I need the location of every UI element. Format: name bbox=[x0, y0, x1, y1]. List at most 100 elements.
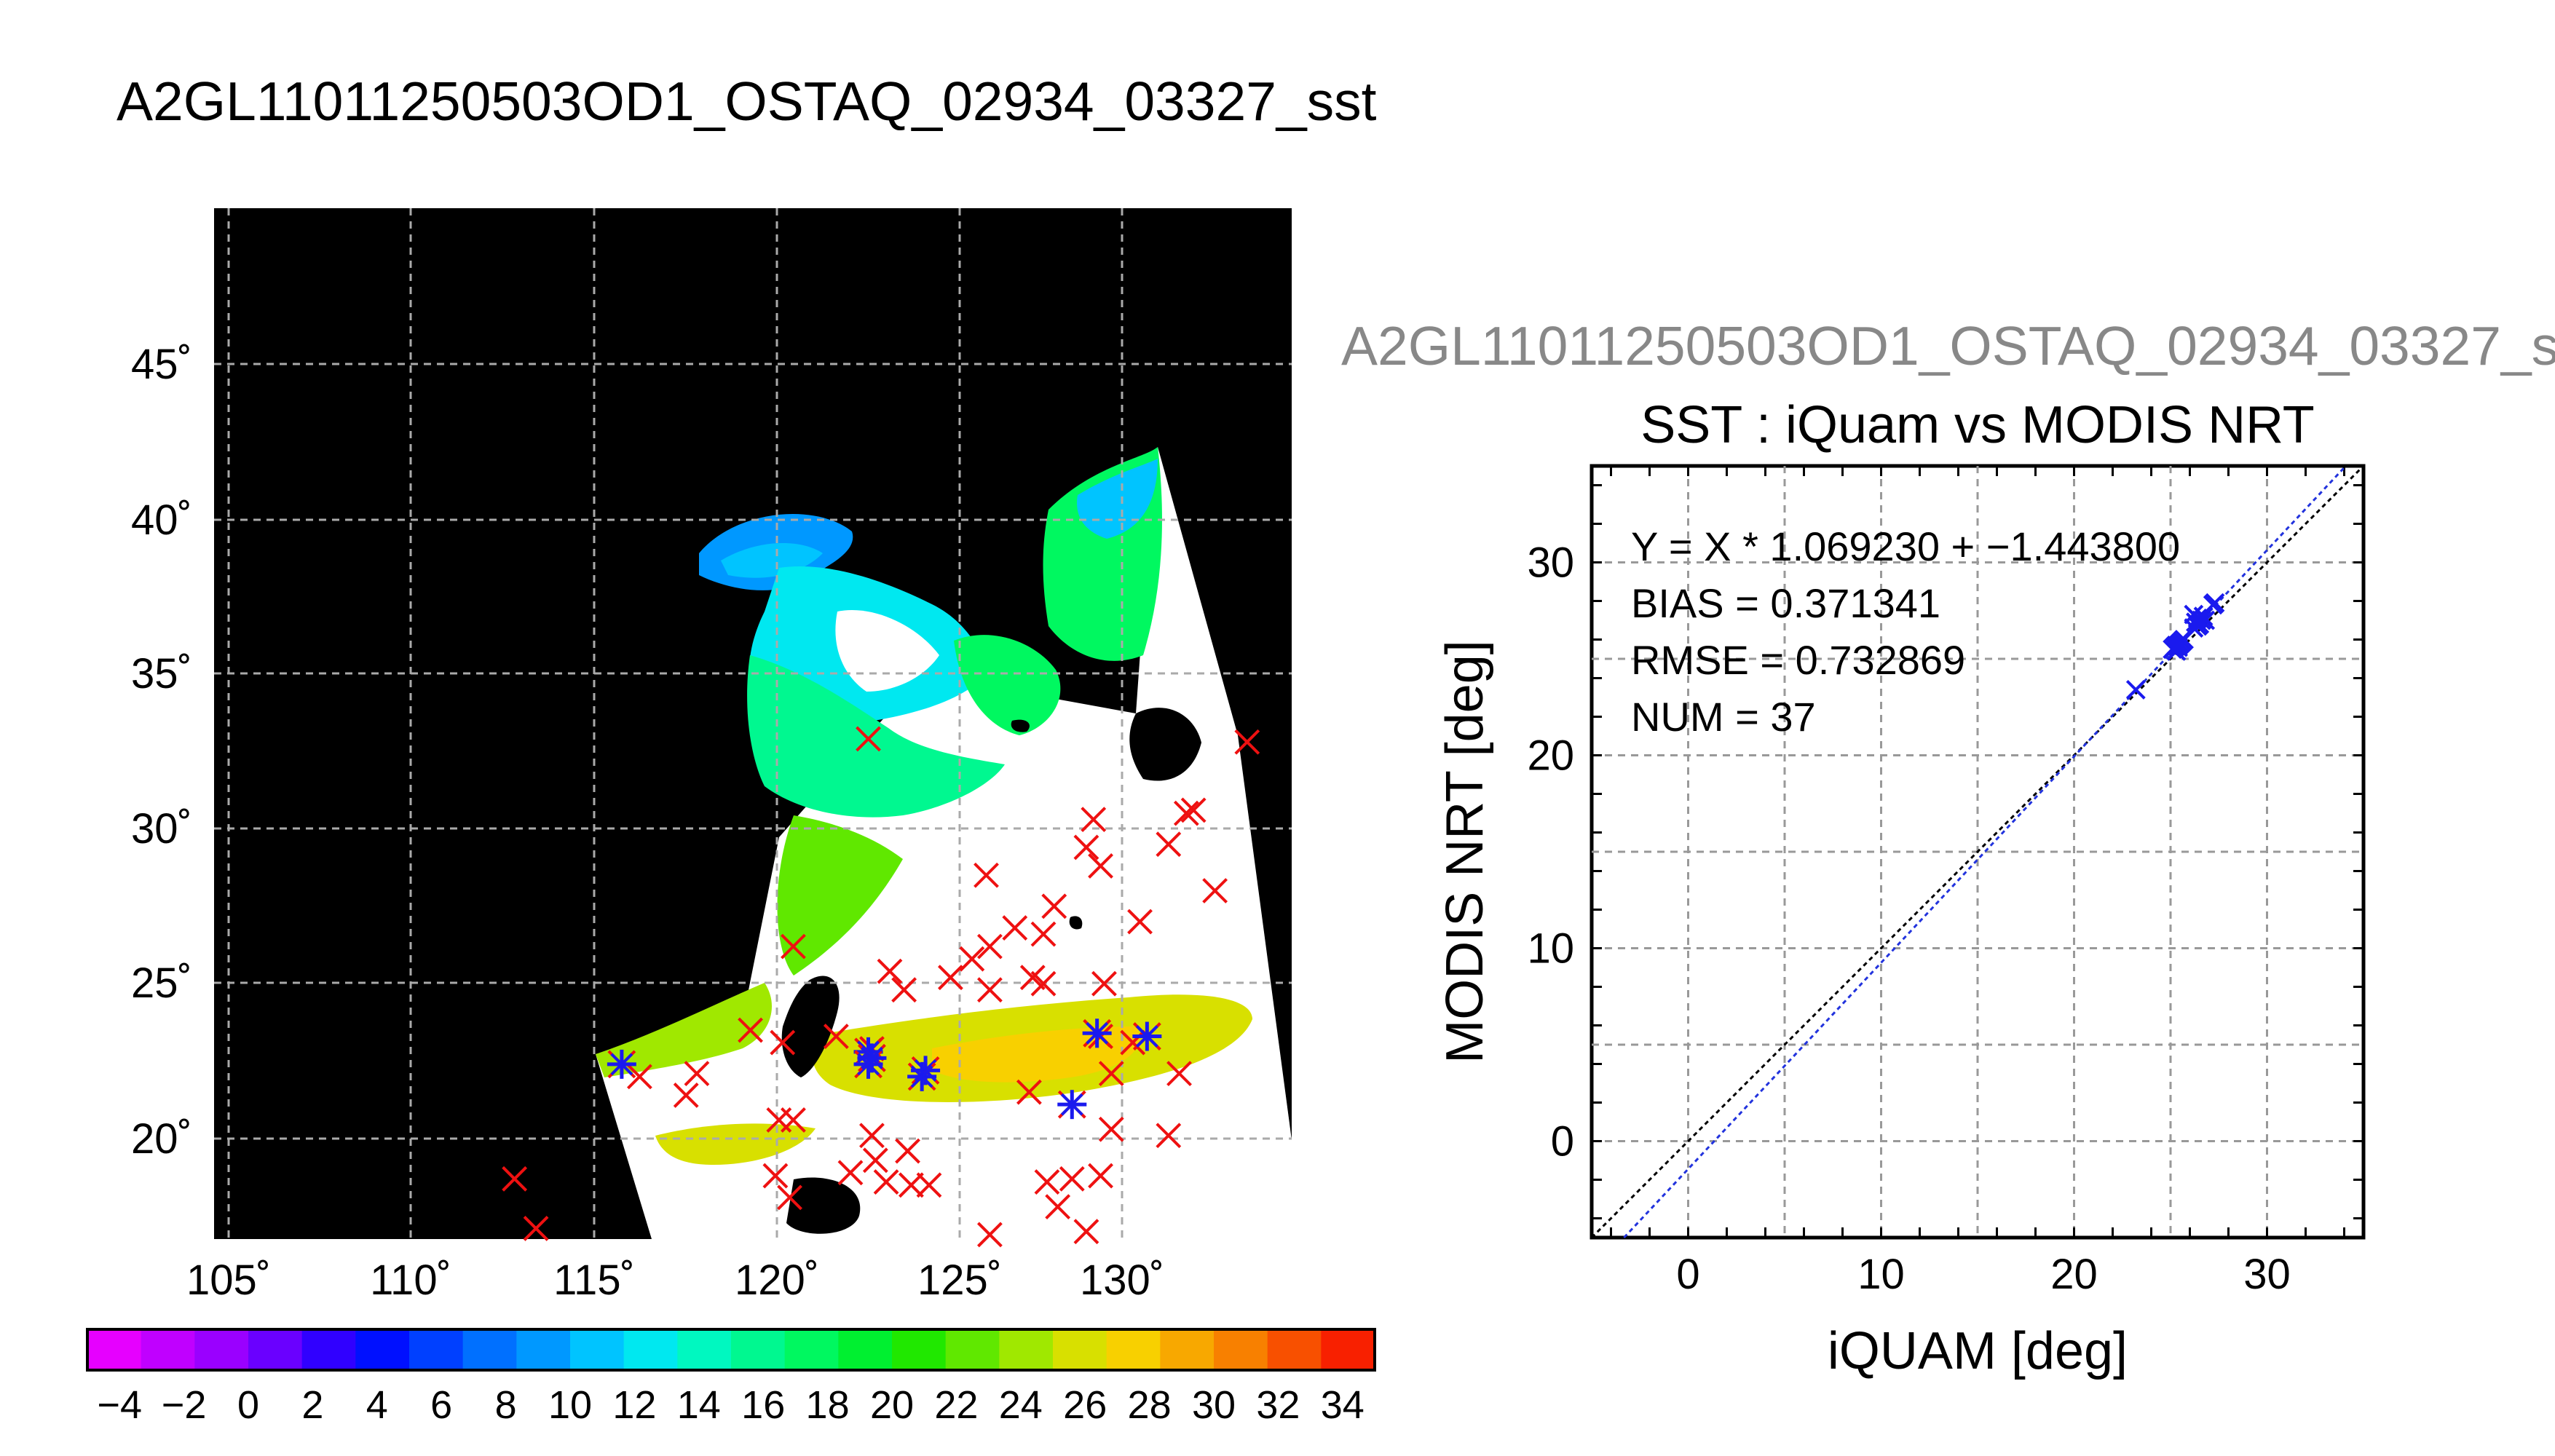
colorbar-tick-label: 14 bbox=[677, 1383, 721, 1427]
scatter-x-tick-label: 30 bbox=[2243, 1251, 2291, 1298]
map-latitude-ticks: 20˚ 25˚ 30˚ 35˚ 40˚ 45˚ bbox=[131, 341, 192, 1163]
longitude-tick-label: 105˚ bbox=[186, 1257, 271, 1304]
sst-jiangsu-coast bbox=[747, 655, 1005, 818]
longitude-tick-label: 115˚ bbox=[553, 1257, 635, 1304]
iquam-marker bbox=[781, 933, 806, 960]
iquam-marker bbox=[684, 1061, 710, 1087]
scatter-y-tick-label: 20 bbox=[1527, 732, 1574, 780]
scatter-points bbox=[2125, 593, 2225, 700]
colorbar-segment bbox=[194, 1329, 249, 1370]
scatter-y-ticks: 0 10 20 30 bbox=[1527, 539, 1574, 1166]
identity-line bbox=[1590, 464, 2365, 1239]
colorbar-segment bbox=[1321, 1329, 1375, 1370]
matchup-marker bbox=[1057, 1090, 1087, 1120]
colorbar-segment bbox=[462, 1329, 517, 1370]
colorbar-segment bbox=[248, 1329, 303, 1370]
colorbar-tick-label: 22 bbox=[934, 1383, 978, 1427]
iquam-marker bbox=[1098, 1061, 1124, 1087]
iquam-marker bbox=[1045, 1194, 1071, 1220]
iquam-marker bbox=[1016, 1079, 1042, 1105]
iquam-marker bbox=[1173, 800, 1199, 826]
colorbar-segment bbox=[838, 1329, 893, 1370]
iquam-marker bbox=[873, 1169, 899, 1195]
iquam-marker bbox=[1041, 893, 1067, 919]
iquam-marker bbox=[877, 958, 903, 984]
colorbar-tick-label: 30 bbox=[1192, 1383, 1236, 1427]
colorbar-tick-label: 18 bbox=[806, 1383, 850, 1427]
scatter-x-tick-label: 0 bbox=[1676, 1251, 1699, 1298]
iquam-marker bbox=[1156, 831, 1182, 858]
colorbar-tick-label: 26 bbox=[1063, 1383, 1107, 1427]
colorbar-tick-label: −2 bbox=[162, 1383, 207, 1427]
iquam-marker bbox=[1030, 921, 1057, 947]
iquam-marker bbox=[976, 1222, 1003, 1248]
scatter-fit-lines bbox=[1590, 464, 2365, 1239]
colorbar-tick-label: 4 bbox=[366, 1383, 388, 1427]
colorbar-tick-label: −4 bbox=[97, 1383, 142, 1427]
okinawa bbox=[1069, 916, 1083, 930]
colorbar-segment bbox=[1053, 1329, 1107, 1370]
sst-guangdong-coast bbox=[596, 983, 772, 1077]
colorbar-tick-label: 28 bbox=[1128, 1383, 1172, 1427]
longitude-tick-label: 110˚ bbox=[370, 1257, 451, 1304]
iquam-marker bbox=[1088, 853, 1113, 879]
latitude-tick-label: 35˚ bbox=[131, 650, 192, 697]
scatter-x-axis-label: iQUAM [deg] bbox=[1828, 1322, 2128, 1380]
scatter-y-tick-label: 10 bbox=[1527, 925, 1574, 973]
iquam-marker bbox=[823, 1024, 849, 1049]
iquam-marker bbox=[859, 1123, 885, 1149]
matchup-marker bbox=[607, 1049, 636, 1079]
colorbar bbox=[86, 1328, 1376, 1372]
main-title: A2GL11011250503OD1_OSTAQ_02934_03327_sst bbox=[117, 71, 1377, 132]
scatter-stats: Y = X * 1.069230 + −1.443800 BIAS = 0.37… bbox=[1631, 523, 2180, 740]
swath-east-strip bbox=[1136, 447, 1292, 1140]
sst-south-strip bbox=[655, 1123, 816, 1165]
scatter-x-tick-label: 20 bbox=[2050, 1251, 2098, 1298]
colorbar-segment bbox=[301, 1329, 356, 1370]
sst-kuroshio-core bbox=[932, 1026, 1140, 1083]
latitude-tick-label: 25˚ bbox=[131, 960, 192, 1007]
iquam-marker bbox=[673, 1083, 699, 1108]
sst-fujian-coast bbox=[777, 815, 903, 976]
colorbar-tick-label: 6 bbox=[430, 1383, 452, 1427]
colorbar-tick-label: 16 bbox=[741, 1383, 785, 1427]
iquam-marker bbox=[770, 1029, 796, 1056]
colorbar-segment bbox=[1214, 1329, 1268, 1370]
colorbar-segment bbox=[945, 1329, 1000, 1370]
colorbar-segment bbox=[409, 1329, 464, 1370]
matchup-marker bbox=[907, 1061, 937, 1091]
colorbar-segment bbox=[141, 1329, 195, 1370]
map-gridlines bbox=[214, 208, 1292, 1239]
iquam-marker bbox=[1059, 1166, 1085, 1192]
colorbar-segment bbox=[623, 1329, 678, 1370]
colorbar-segment bbox=[677, 1329, 732, 1370]
scatter-title: SST : iQuam vs MODIS NRT bbox=[1640, 396, 2315, 454]
colorbar-segment bbox=[892, 1329, 947, 1370]
colorbar-segment bbox=[784, 1329, 839, 1370]
iquam-marker bbox=[738, 1017, 763, 1043]
iquam-marker bbox=[1202, 878, 1228, 903]
scatter-point bbox=[2125, 679, 2146, 700]
scatter-y-axis-label: MODIS NRT [deg] bbox=[1436, 640, 1494, 1064]
colorbar-segment bbox=[731, 1329, 786, 1370]
iquam-marker bbox=[1002, 915, 1028, 941]
japan-kyushu bbox=[1129, 708, 1201, 781]
colorbar-tick-label: 32 bbox=[1256, 1383, 1300, 1427]
iquam-marker bbox=[1234, 729, 1260, 755]
iquam-marker bbox=[1073, 1219, 1099, 1245]
colorbar-tick-label: 34 bbox=[1321, 1383, 1365, 1427]
colorbar-ticks: −4 −2 0 2 4 6 8 10 12 14 16 18 20 22 24 26 28 30 32 34 bbox=[97, 1383, 1364, 1427]
colorbar-segment bbox=[516, 1329, 571, 1370]
colorbar-tick-label: 20 bbox=[870, 1383, 914, 1427]
iquam-marker bbox=[781, 1107, 806, 1133]
iquam-marker bbox=[959, 946, 985, 972]
taiwan bbox=[781, 976, 840, 1077]
colorbar-tick-label: 12 bbox=[612, 1383, 656, 1427]
scatter-point bbox=[2195, 610, 2216, 630]
sst-fields bbox=[596, 447, 1252, 1165]
iquam-marker bbox=[523, 1216, 549, 1241]
iquam-marker bbox=[1180, 797, 1207, 823]
sst-east-china-sea bbox=[954, 635, 1061, 735]
iquam-marker bbox=[777, 1184, 802, 1211]
iquam-marker bbox=[976, 933, 1003, 960]
